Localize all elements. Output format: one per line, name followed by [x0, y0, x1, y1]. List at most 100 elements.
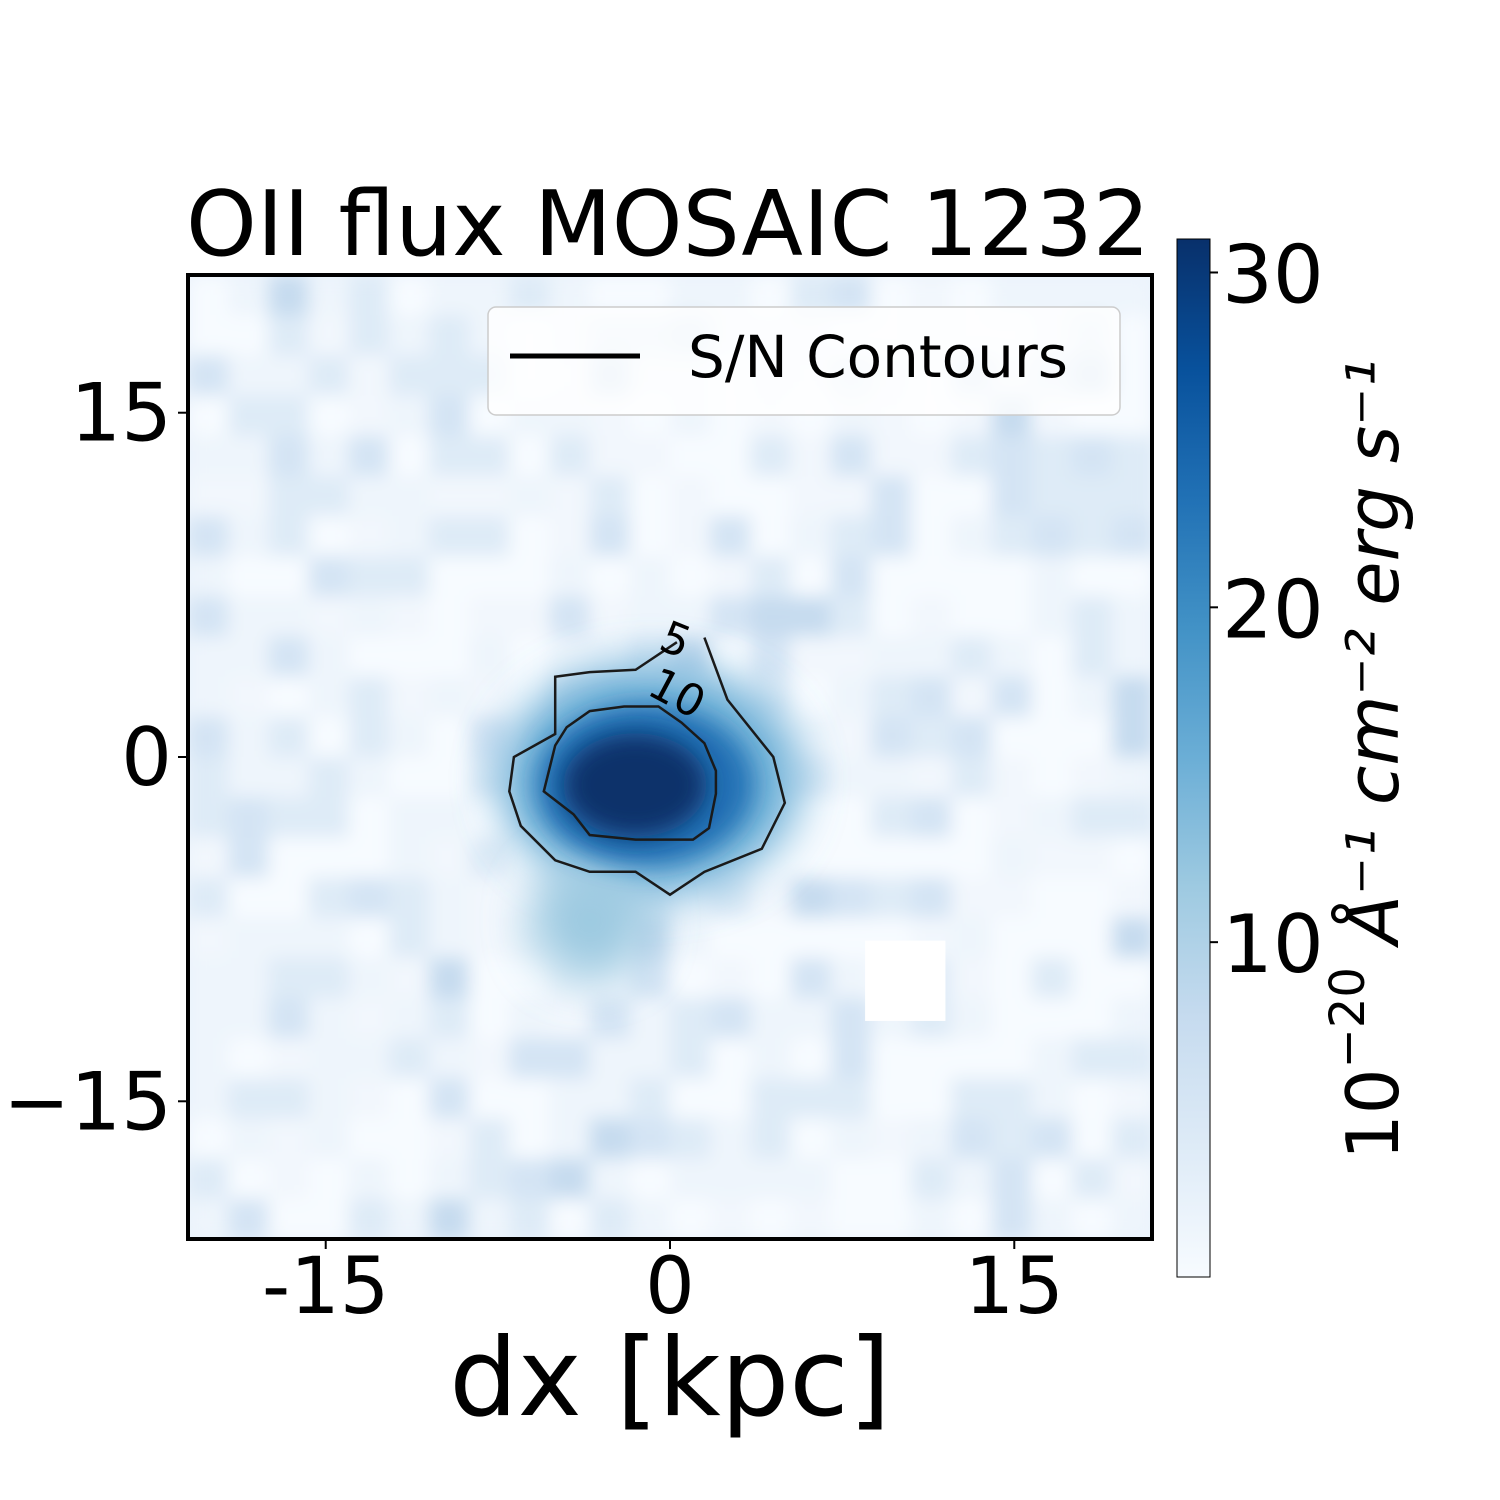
noise-cell [429, 1158, 471, 1200]
noise-cell [1031, 757, 1073, 799]
noise-cell [348, 1038, 390, 1080]
noise-cell [429, 355, 471, 397]
colorbar-label: 10−20 Å⁻¹ cm⁻² erg s⁻¹ [1320, 359, 1415, 1160]
noise-cell [629, 435, 671, 477]
noise-cell [228, 475, 270, 517]
noise-cell [228, 877, 270, 919]
noise-cell [750, 435, 792, 477]
noise-cell [911, 877, 953, 919]
noise-cell [268, 837, 310, 879]
noise-cell [911, 1198, 953, 1239]
noise-cell [429, 596, 471, 638]
noise-cell [509, 475, 551, 517]
noise-cell [991, 1078, 1033, 1120]
noise-cell [188, 556, 230, 598]
noise-cell [790, 1198, 832, 1239]
noise-cell [188, 716, 230, 758]
noise-cell [308, 556, 350, 598]
colorbar-gradient [1176, 238, 1211, 1278]
noise-cell [991, 917, 1033, 959]
noise-cell [790, 837, 832, 879]
noise-cell [991, 1038, 1033, 1080]
noise-cell [268, 957, 310, 999]
noise-cell [1031, 998, 1073, 1040]
noise-cell [830, 636, 872, 678]
noise-cell [870, 435, 912, 477]
noise-cell [308, 355, 350, 397]
noise-cell [991, 1158, 1033, 1200]
noise-cell [348, 355, 390, 397]
noise-cell [549, 998, 591, 1040]
noise-cell [750, 596, 792, 638]
noise-cell [1031, 1118, 1073, 1160]
noise-cell [188, 355, 230, 397]
noise-cell [951, 676, 993, 718]
noise-cell [1111, 636, 1152, 678]
noise-cell [188, 516, 230, 558]
noise-cell [1071, 716, 1113, 758]
noise-cell [1071, 1158, 1113, 1200]
noise-cell [429, 917, 471, 959]
noise-cell [429, 435, 471, 477]
noise-cell [268, 435, 310, 477]
noise-cell [308, 1078, 350, 1120]
noise-cell [388, 596, 430, 638]
noise-cell [469, 1158, 511, 1200]
noise-cell [870, 797, 912, 839]
noise-cell [228, 1158, 270, 1200]
noise-cell [388, 556, 430, 598]
noise-cell [951, 998, 993, 1040]
noise-cell [589, 1078, 631, 1120]
noise-cell [911, 837, 953, 879]
noise-cell [951, 1038, 993, 1080]
noise-cell [509, 998, 551, 1040]
noise-cell [348, 516, 390, 558]
noise-cell [228, 1118, 270, 1160]
noise-cell [750, 475, 792, 517]
noise-cell [268, 355, 310, 397]
noise-cell [429, 757, 471, 799]
noise-cell [951, 1118, 993, 1160]
noise-cell [348, 596, 390, 638]
noise-cell [991, 556, 1033, 598]
noise-cell [790, 636, 832, 678]
noise-cell [268, 1118, 310, 1160]
noise-cell [710, 1158, 752, 1200]
noise-cell [348, 917, 390, 959]
noise-cell [308, 716, 350, 758]
noise-cell [1071, 877, 1113, 919]
noise-cell [911, 475, 953, 517]
noise-cell [388, 716, 430, 758]
noise-cell [308, 1158, 350, 1200]
noise-cell [348, 1198, 390, 1239]
y-tick-label: 15 [70, 367, 172, 460]
noise-cell [1031, 1078, 1073, 1120]
heatmap-noise [188, 275, 1152, 1239]
x-tick-label: 15 [965, 1242, 1064, 1332]
noise-cell [991, 957, 1033, 999]
noise-cell [870, 1078, 912, 1120]
noise-cell [830, 877, 872, 919]
noise-cell [388, 877, 430, 919]
noise-cell [911, 716, 953, 758]
noise-cell [710, 877, 752, 919]
noise-cell [629, 1038, 671, 1080]
noise-cell [1031, 1198, 1073, 1239]
noise-cell [830, 1158, 872, 1200]
noise-cell [228, 1078, 270, 1120]
noise-cell [469, 877, 511, 919]
colorbar-tick-label: 10 [1222, 898, 1324, 991]
noise-cell [228, 355, 270, 397]
noise-cell [549, 516, 591, 558]
noise-cell [991, 797, 1033, 839]
noise-cell [790, 1038, 832, 1080]
noise-cell [830, 998, 872, 1040]
noise-cell [469, 716, 511, 758]
noise-cell [589, 998, 631, 1040]
noise-cell [830, 837, 872, 879]
noise-cell [388, 1038, 430, 1080]
noise-cell [870, 837, 912, 879]
noise-cell [429, 676, 471, 718]
noise-cell [951, 837, 993, 879]
noise-cell [1031, 676, 1073, 718]
